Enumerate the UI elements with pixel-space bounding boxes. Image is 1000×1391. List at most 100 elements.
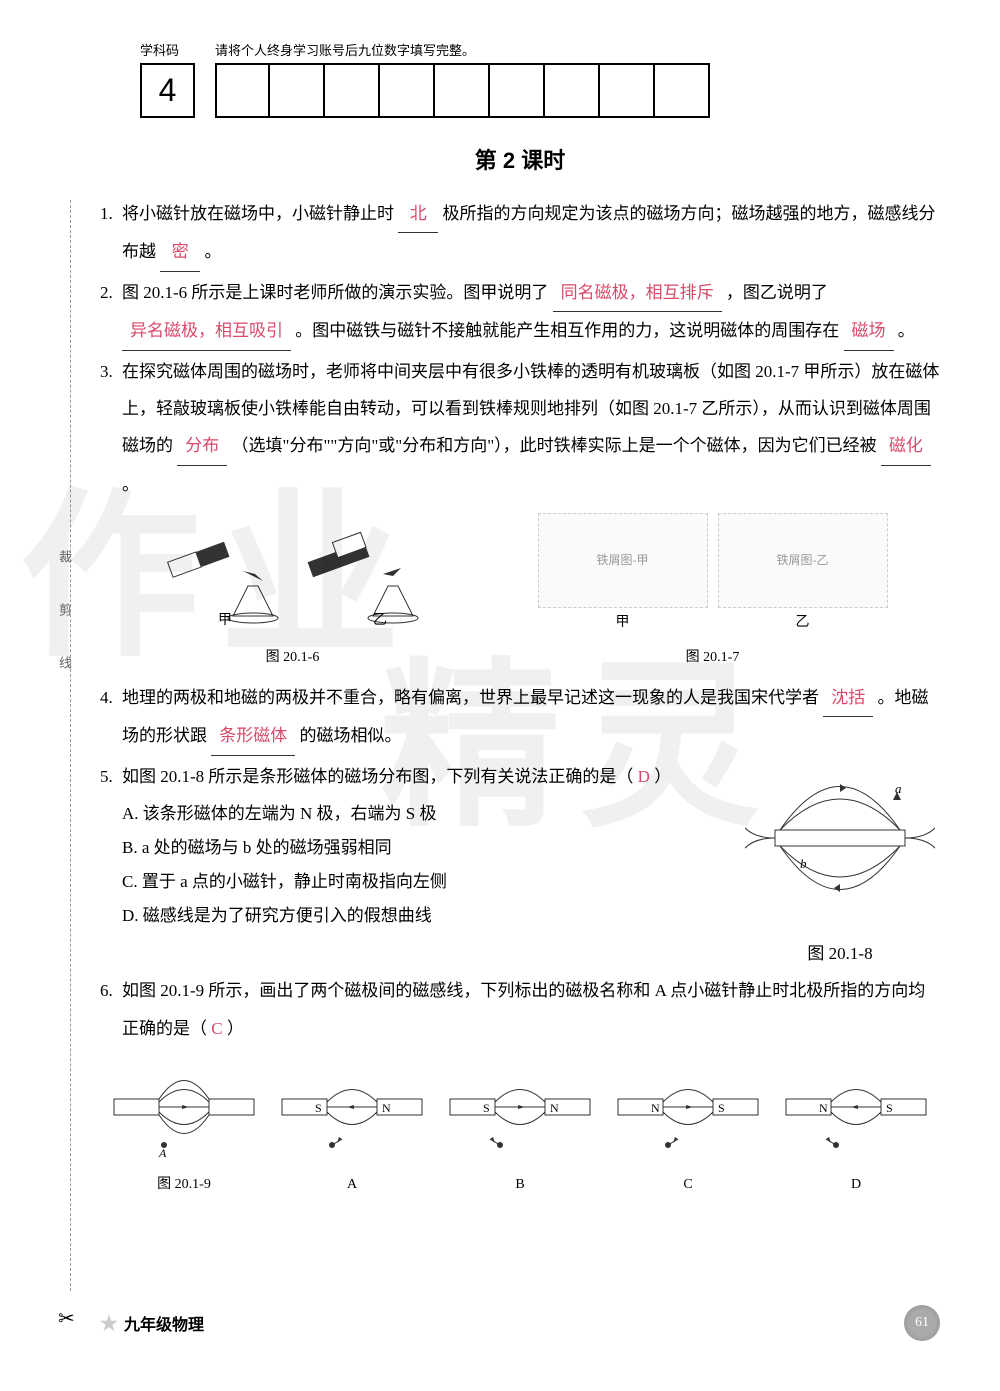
svg-text:N: N — [651, 1101, 660, 1115]
q6-answer: C — [211, 1019, 222, 1038]
footer-subject-text: 九年级物理 — [124, 1311, 204, 1335]
grid-cell[interactable] — [380, 63, 435, 118]
question-6: 6. 如图 20.1-9 所示，画出了两个磁极间的磁感线，下列标出的磁极名称和 … — [100, 972, 940, 1047]
q2-answer-3: 磁场 — [844, 312, 894, 350]
fig-20-1-8-svg: a b — [745, 758, 935, 918]
q6-figures: A 图 20.1-9 S N A — [100, 1057, 940, 1201]
subject-code-box: 4 — [140, 63, 195, 118]
q5-text-1: 如图 20.1-8 所示是条形磁体的磁场分布图，下列有关说法正确的是（ — [122, 767, 633, 786]
grid-cell[interactable] — [215, 63, 270, 118]
svg-text:S: S — [315, 1101, 322, 1115]
fig-20-1-6-svg: 甲 乙 — [153, 516, 433, 626]
q3-number: 3. — [100, 353, 122, 504]
scissors-icon: ✂ — [58, 1306, 75, 1331]
figure-20-1-8: a b 图 20.1-8 — [740, 758, 940, 973]
q3-text-2: （选填"分布""方向"或"分布和方向"），此时铁棒实际上是一个个磁体，因为它们已… — [232, 436, 877, 455]
q6-cap-d: D — [772, 1170, 940, 1201]
grid-cell[interactable] — [655, 63, 710, 118]
fig2-sub-jia: 甲 — [616, 608, 630, 639]
q2-text-2: ，图乙说明了 — [726, 283, 828, 302]
account-grid-label: 请将个人终身学习账号后九位数字填写完整。 — [215, 40, 710, 59]
fig1-sub-yi: 乙 — [373, 612, 387, 626]
q6-text-2: ） — [227, 1019, 244, 1038]
q6-option-fig-b: S N B — [436, 1057, 604, 1201]
q2-body: 图 20.1-6 所示是上课时老师所做的演示实验。图甲说明了 同名磁极，相互排斥… — [122, 274, 940, 351]
q2-answer-2: 异名磁极，相互吸引 — [122, 312, 291, 350]
q4-body: 地理的两极和地磁的两极并不重合，略有偏离，世界上最早记述这一现象的人是我国宋代学… — [122, 679, 940, 756]
fig-20-1-7-jia: 铁屑图-甲 — [538, 513, 708, 608]
question-3: 3. 在探究磁体周围的磁场时，老师将中间夹层中有很多小铁棒的透明有机玻璃板（如图… — [100, 353, 940, 504]
q5-text-2: ） — [654, 767, 671, 786]
q3-answer-1: 分布 — [177, 427, 227, 465]
fig1-sub-jia: 甲 — [218, 613, 232, 626]
q6-number: 6. — [100, 972, 122, 1047]
lesson-title: 第 2 课时 — [100, 143, 940, 175]
q2-number: 2. — [100, 274, 122, 351]
page-number: 61 — [904, 1305, 940, 1341]
question-5-wrap: 5. 如图 20.1-8 所示是条形磁体的磁场分布图，下列有关说法正确的是（ D… — [100, 758, 940, 973]
q1-text-3: 。 — [205, 242, 222, 261]
star-icon: ★ — [100, 1311, 118, 1336]
grid-cell[interactable] — [545, 63, 600, 118]
grid-cell[interactable] — [490, 63, 545, 118]
content: 1. 将小磁针放在磁场中，小磁针静止时 北 极所指的方向规定为该点的磁场方向；磁… — [100, 195, 940, 1201]
question-5: 5. 如图 20.1-8 所示是条形磁体的磁场分布图，下列有关说法正确的是（ D… — [100, 758, 720, 795]
q5-answer: D — [638, 767, 650, 786]
q6-cap-a: A — [268, 1170, 436, 1201]
svg-text:N: N — [382, 1101, 391, 1115]
fig-20-1-7-caption: 图 20.1-7 — [538, 643, 888, 674]
q6-cap-c: C — [604, 1170, 772, 1201]
question-4: 4. 地理的两极和地磁的两极并不重合，略有偏离，世界上最早记述这一现象的人是我国… — [100, 679, 940, 756]
q2-answer-1: 同名磁极，相互排斥 — [553, 274, 722, 312]
subject-code-block: 学科码 4 — [140, 40, 195, 118]
grid-cell[interactable] — [435, 63, 490, 118]
q1-text-1: 将小磁针放在磁场中，小磁针静止时 — [122, 204, 394, 223]
q2-text-4: 。 — [898, 321, 915, 340]
q1-answer-1: 北 — [398, 195, 438, 233]
q3-body: 在探究磁体周围的磁场时，老师将中间夹层中有很多小铁棒的透明有机玻璃板（如图 20… — [122, 353, 940, 504]
q4-number: 4. — [100, 679, 122, 756]
q6-body: 如图 20.1-9 所示，画出了两个磁极间的磁感线，下列标出的磁极名称和 A 点… — [122, 972, 940, 1047]
fig-20-1-8-caption: 图 20.1-8 — [740, 935, 940, 972]
svg-text:S: S — [886, 1101, 893, 1115]
q1-body: 将小磁针放在磁场中，小磁针静止时 北 极所指的方向规定为该点的磁场方向；磁场越强… — [122, 195, 940, 272]
q5-options: A. 该条形磁体的左端为 N 极，右端为 S 极 B. a 处的磁场与 b 处的… — [122, 797, 720, 933]
cut-line — [70, 200, 71, 1291]
q2-text-3: 。图中磁铁与磁针不接触就能产生相互作用的力，这说明磁体的周围存在 — [295, 321, 839, 340]
q5-option-b: B. a 处的磁场与 b 处的磁场强弱相同 — [122, 831, 720, 865]
svg-text:S: S — [483, 1101, 490, 1115]
account-grid-block: 请将个人终身学习账号后九位数字填写完整。 — [215, 40, 710, 118]
figure-20-1-7: 铁屑图-甲 铁屑图-乙 甲 乙 图 20.1-7 — [538, 513, 888, 674]
fig-20-1-7-yi: 铁屑图-乙 — [718, 513, 888, 608]
grid-cell[interactable] — [600, 63, 655, 118]
subject-code-label: 学科码 — [140, 40, 195, 59]
figures-row-1: 甲 乙 图 20.1-6 铁屑图-甲 铁屑图-乙 甲 乙 图 20.1-7 — [100, 513, 940, 674]
q6-fig-caption: 图 20.1-9 — [100, 1170, 268, 1201]
q5-option-c: C. 置于 a 点的小磁针，静止时南极指向左侧 — [122, 865, 720, 899]
q6-option-fig-c: N S C — [604, 1057, 772, 1201]
q6-option-fig-a: S N A — [268, 1057, 436, 1201]
cut-line-label: 裁剪线 — [55, 550, 74, 709]
footer-subject: ★ 九年级物理 — [100, 1311, 204, 1336]
question-1: 1. 将小磁针放在磁场中，小磁针静止时 北 极所指的方向规定为该点的磁场方向；磁… — [100, 195, 940, 272]
q6-option-fig-d: N S D — [772, 1057, 940, 1201]
q2-text-1: 图 20.1-6 所示是上课时老师所做的演示实验。图甲说明了 — [122, 283, 548, 302]
q4-text-3: 的磁场相似。 — [300, 726, 402, 745]
header: 学科码 4 请将个人终身学习账号后九位数字填写完整。 — [140, 40, 940, 118]
q5-body: 如图 20.1-8 所示是条形磁体的磁场分布图，下列有关说法正确的是（ D ） — [122, 758, 720, 795]
grid-cell[interactable] — [270, 63, 325, 118]
page: 作业 精灵 裁剪线 ✂ 学科码 4 请将个人终身学习账号后九位数字填写完整。 第… — [0, 0, 1000, 1391]
svg-text:S: S — [718, 1101, 725, 1115]
svg-text:A: A — [158, 1146, 167, 1157]
q4-answer-1: 沈括 — [823, 679, 873, 717]
q1-number: 1. — [100, 195, 122, 272]
q5-option-a: A. 该条形磁体的左端为 N 极，右端为 S 极 — [122, 797, 720, 831]
q5-label-a: a — [895, 781, 902, 796]
account-grid[interactable] — [215, 63, 710, 118]
q5-label-b: b — [800, 856, 807, 871]
grid-cell[interactable] — [325, 63, 380, 118]
q1-answer-2: 密 — [160, 233, 200, 271]
q4-text-1: 地理的两极和地磁的两极并不重合，略有偏离，世界上最早记述这一现象的人是我国宋代学… — [122, 688, 819, 707]
question-2: 2. 图 20.1-6 所示是上课时老师所做的演示实验。图甲说明了 同名磁极，相… — [100, 274, 940, 351]
fig-20-1-6-caption: 图 20.1-6 — [153, 643, 433, 674]
